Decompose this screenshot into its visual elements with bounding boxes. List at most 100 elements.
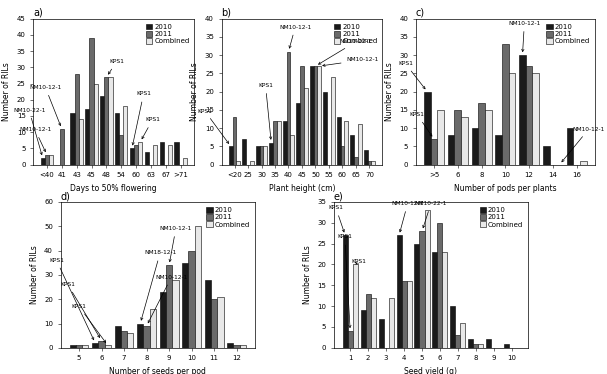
Bar bbox=[98, 340, 104, 348]
Bar bbox=[270, 142, 273, 165]
Bar bbox=[89, 38, 93, 165]
Bar bbox=[100, 96, 104, 165]
Bar bbox=[242, 139, 246, 165]
Bar bbox=[526, 66, 532, 165]
Bar bbox=[130, 148, 134, 165]
Bar bbox=[509, 73, 515, 165]
Bar bbox=[353, 264, 358, 348]
Bar bbox=[437, 110, 444, 165]
Bar bbox=[450, 306, 455, 348]
Text: KPS1: KPS1 bbox=[197, 108, 229, 144]
Bar bbox=[300, 66, 304, 165]
Bar bbox=[364, 150, 368, 165]
Bar bbox=[310, 66, 314, 165]
Bar bbox=[361, 310, 365, 348]
Bar bbox=[277, 121, 280, 165]
Bar bbox=[468, 340, 473, 348]
Bar bbox=[314, 66, 317, 165]
Bar bbox=[232, 117, 236, 165]
Bar bbox=[324, 92, 327, 165]
Bar bbox=[543, 146, 549, 165]
Bar bbox=[504, 344, 509, 348]
Bar bbox=[93, 83, 98, 165]
Bar bbox=[183, 158, 187, 165]
Bar bbox=[70, 113, 75, 165]
Bar bbox=[290, 135, 294, 165]
Legend: 2010, 2011, Combined: 2010, 2011, Combined bbox=[205, 205, 251, 229]
Bar bbox=[195, 226, 201, 348]
Bar bbox=[354, 157, 358, 165]
Bar bbox=[430, 139, 437, 165]
Text: KPS1: KPS1 bbox=[351, 260, 367, 264]
Text: KPS1: KPS1 bbox=[60, 282, 100, 337]
Bar bbox=[166, 265, 172, 348]
Text: KPS1: KPS1 bbox=[49, 258, 93, 340]
Bar bbox=[263, 146, 267, 165]
X-axis label: Plant height (cm): Plant height (cm) bbox=[269, 184, 335, 193]
Text: NM10-12-1: NM10-12-1 bbox=[19, 127, 51, 151]
Bar bbox=[240, 346, 246, 348]
Bar bbox=[304, 88, 308, 165]
Bar bbox=[296, 102, 300, 165]
Text: KPS1: KPS1 bbox=[132, 92, 151, 145]
Bar bbox=[144, 151, 149, 165]
Bar bbox=[344, 121, 348, 165]
Bar bbox=[567, 128, 574, 165]
Bar bbox=[104, 77, 109, 165]
Text: KPS1: KPS1 bbox=[72, 304, 106, 343]
Text: b): b) bbox=[222, 8, 231, 18]
Bar bbox=[250, 161, 254, 165]
Text: NM10-12-1: NM10-12-1 bbox=[392, 201, 424, 232]
Bar bbox=[236, 161, 240, 165]
Y-axis label: Number of RILs: Number of RILs bbox=[2, 62, 11, 121]
Bar bbox=[455, 335, 460, 348]
Bar bbox=[138, 142, 143, 165]
Bar bbox=[234, 346, 240, 348]
Text: e): e) bbox=[334, 191, 344, 201]
Y-axis label: Number of RILs: Number of RILs bbox=[303, 245, 311, 304]
Bar bbox=[153, 145, 157, 165]
Text: NM10-22-1: NM10-22-1 bbox=[415, 201, 447, 228]
X-axis label: Number of pods per plants: Number of pods per plants bbox=[454, 184, 557, 193]
Bar bbox=[460, 323, 466, 348]
Bar bbox=[92, 343, 98, 348]
Bar bbox=[473, 344, 478, 348]
Bar bbox=[486, 340, 491, 348]
Bar bbox=[283, 121, 287, 165]
Bar bbox=[519, 55, 526, 165]
Bar bbox=[174, 142, 178, 165]
Bar bbox=[368, 161, 371, 165]
Bar bbox=[75, 74, 79, 165]
Bar bbox=[365, 294, 371, 348]
Bar bbox=[432, 252, 438, 348]
Bar bbox=[217, 297, 223, 348]
Bar bbox=[229, 146, 232, 165]
Bar bbox=[123, 106, 127, 165]
Bar bbox=[85, 110, 89, 165]
Legend: 2010, 2011, Combined: 2010, 2011, Combined bbox=[333, 22, 379, 46]
Text: NM10-12-1: NM10-12-1 bbox=[148, 275, 188, 323]
Y-axis label: Number of RILs: Number of RILs bbox=[30, 245, 38, 304]
Text: KPS1: KPS1 bbox=[337, 234, 352, 328]
Bar bbox=[532, 73, 539, 165]
Text: KPS1: KPS1 bbox=[109, 59, 124, 74]
Bar bbox=[160, 142, 164, 165]
Bar bbox=[424, 210, 430, 348]
Bar bbox=[172, 280, 178, 348]
Bar bbox=[388, 298, 394, 348]
Bar bbox=[119, 135, 123, 165]
Bar bbox=[256, 146, 260, 165]
Bar bbox=[205, 280, 211, 348]
Bar bbox=[350, 135, 354, 165]
Text: NM10-22-1: NM10-22-1 bbox=[13, 108, 46, 155]
Bar bbox=[104, 346, 111, 348]
Bar bbox=[402, 281, 407, 348]
Bar bbox=[415, 243, 419, 348]
Text: NM10-12-1: NM10-12-1 bbox=[279, 25, 311, 48]
Bar bbox=[49, 155, 53, 165]
Text: NM10-22-1: NM10-22-1 bbox=[319, 39, 372, 64]
Bar bbox=[143, 326, 150, 348]
Bar bbox=[182, 263, 188, 348]
Text: KPS1: KPS1 bbox=[398, 61, 425, 89]
Bar bbox=[407, 281, 412, 348]
